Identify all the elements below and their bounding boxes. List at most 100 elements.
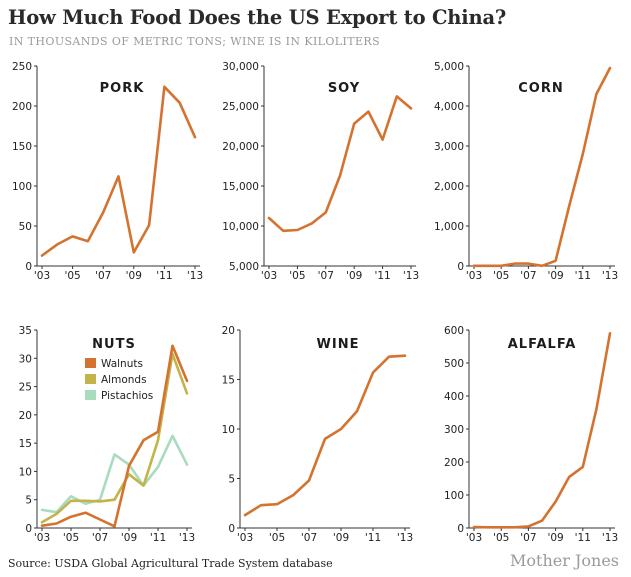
y-tick-label: 15,000 [222,181,259,193]
x-tick-label: '11 [365,532,381,544]
panel-title: SOY [328,81,360,96]
y-tick-label: 5 [228,474,235,486]
x-tick-label: '05 [289,270,305,282]
panel-title: NUTS [92,337,136,352]
x-tick-label: '13 [403,270,419,282]
x-tick-label: '13 [602,532,618,544]
y-tick-label: 100 [444,490,464,502]
y-tick-label: 25 [19,382,32,394]
y-tick-label: 300 [444,424,464,436]
x-tick-label: '07 [301,532,317,544]
series-line [243,354,407,517]
y-tick-label: 100 [12,181,32,193]
y-tick-label: 20,000 [222,141,259,153]
series-line [40,85,197,257]
x-tick-label: '03 [34,532,50,544]
series-line [472,66,612,268]
y-tick-label: 250 [12,61,32,73]
y-tick-label: 50 [19,221,32,233]
x-tick-label: '11 [575,270,591,282]
y-tick-label: 150 [12,141,32,153]
x-tick-label: '07 [520,270,536,282]
y-tick-label: 5,000 [229,261,259,273]
x-tick-label: '09 [333,532,349,544]
legend-swatch-pistachios [85,390,96,400]
x-tick-label: '07 [318,270,334,282]
x-tick-label: '03 [466,532,482,544]
x-tick-label: '13 [602,270,618,282]
series-line-walnuts [40,344,189,528]
x-tick-label: '09 [121,532,137,544]
y-tick-label: 10,000 [222,221,259,233]
x-tick-label: '05 [269,532,285,544]
mother-jones-logo: Mother Jones [510,551,619,570]
y-tick-label: 5 [25,495,32,507]
series-line [472,331,612,529]
x-tick-label: '11 [150,532,166,544]
legend-swatch-almonds [85,374,96,384]
x-tick-label: '13 [179,532,195,544]
y-tick-label: 200 [12,101,32,113]
x-tick-label: '03 [237,532,253,544]
y-tick-label: 30,000 [222,61,259,73]
panel-title: ALFALFA [508,337,577,352]
x-tick-label: '11 [575,532,591,544]
series-line-pistachios [40,434,189,514]
x-tick-label: '05 [493,270,509,282]
x-tick-label: '09 [126,270,142,282]
y-tick-label: 500 [444,358,464,370]
y-tick-label: 0 [457,261,464,273]
source-text: USDA Global Agricultural Trade System da… [54,557,333,570]
y-tick-label: 20 [19,410,32,422]
panel-title: WINE [317,337,360,352]
y-tick-label: 0 [228,523,235,535]
legend-swatch-walnuts [85,358,96,368]
x-tick-label: '07 [95,270,111,282]
x-tick-label: '03 [466,270,482,282]
source-label: Source: [8,557,51,570]
x-tick-label: '09 [547,532,563,544]
source-note: Source: USDA Global Agricultural Trade S… [8,557,333,570]
y-tick-label: 600 [444,325,464,337]
y-tick-label: 0 [25,261,32,273]
x-tick-label: '05 [493,532,509,544]
y-tick-label: 35 [19,325,32,337]
panel-title: PORK [100,81,145,96]
x-tick-label: '13 [187,270,203,282]
y-tick-label: 0 [457,523,464,535]
x-tick-label: '03 [261,270,277,282]
legend-label-walnuts: Walnuts [101,358,143,370]
y-tick-label: 25,000 [222,101,259,113]
panel-title: CORN [518,81,563,96]
series-line-almonds [40,352,189,524]
y-tick-label: 15 [222,375,235,387]
y-tick-label: 10 [19,466,32,478]
x-tick-label: '07 [92,532,108,544]
legend-label-almonds: Almonds [101,374,147,386]
x-tick-label: '09 [346,270,362,282]
series-line [267,95,413,233]
x-tick-label: '03 [34,270,50,282]
x-tick-label: '11 [374,270,390,282]
y-tick-label: 0 [25,523,32,535]
x-tick-label: '13 [397,532,413,544]
y-tick-label: 1,000 [434,221,464,233]
chart-title: How Much Food Does the US Export to Chin… [8,6,507,29]
chart-subtitle: IN THOUSANDS OF METRIC TONS; WINE IS IN … [9,35,381,48]
y-tick-label: 2,000 [434,181,464,193]
y-tick-label: 200 [444,457,464,469]
y-tick-label: 10 [222,424,235,436]
y-tick-label: 20 [222,325,235,337]
x-tick-label: '07 [520,532,536,544]
y-tick-label: 400 [444,391,464,403]
x-tick-label: '05 [63,532,79,544]
y-tick-label: 30 [19,353,32,365]
y-tick-label: 5,000 [434,61,464,73]
legend-label-pistachios: Pistachios [101,390,153,402]
